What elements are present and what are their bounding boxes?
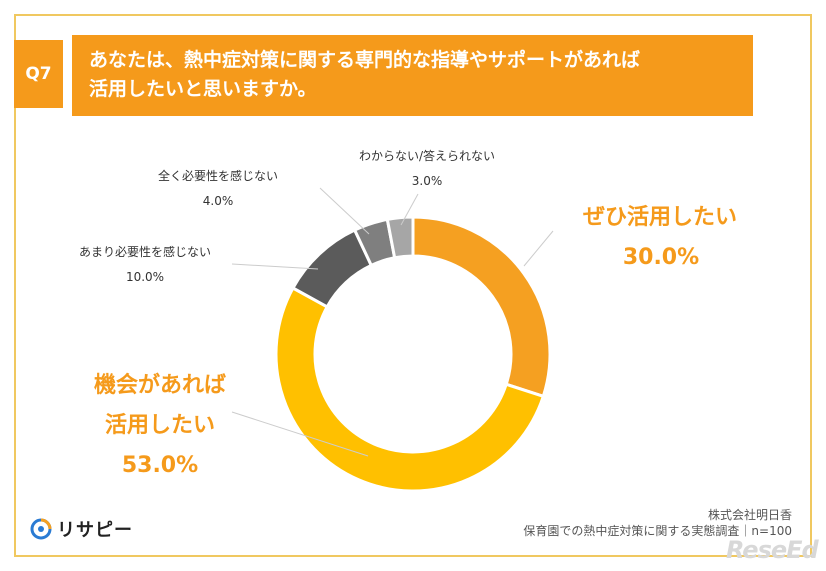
label-zehi: ぜひ活用したい bbox=[583, 205, 737, 230]
question-text-line1: あなたは、熱中症対策に関する専門的な指導やサポートがあれば bbox=[89, 49, 641, 71]
leader-lines bbox=[231, 187, 554, 457]
label-mattaku-pct: 4.0% bbox=[203, 194, 234, 208]
slide-frame bbox=[14, 14, 812, 557]
resed-watermark: ReseEd bbox=[726, 536, 819, 564]
leader-line-wakaranai bbox=[400, 193, 419, 226]
label-amari: あまり必要性を感じない bbox=[79, 244, 211, 259]
leader-line-amari bbox=[231, 263, 319, 270]
leader-line-zehi bbox=[523, 230, 554, 267]
leader-line-mattaku bbox=[319, 187, 370, 235]
question-header: あなたは、熱中症対策に関する専門的な指導やサポートがあれば 活用したいと思います… bbox=[72, 35, 753, 116]
label-kikai-line2: 活用したい bbox=[105, 413, 215, 438]
slice-kikai bbox=[274, 285, 546, 493]
slice-zehi bbox=[411, 215, 552, 399]
label-kikai-pct: 53.0% bbox=[122, 453, 198, 478]
risapy-logo-icon bbox=[30, 518, 52, 540]
question-number: Q7 bbox=[25, 64, 52, 84]
slice-wakaranai bbox=[385, 215, 415, 260]
label-mattaku: 全く必要性を感じない bbox=[158, 168, 278, 183]
label-wakaranai: わからない/答えられない bbox=[359, 148, 495, 163]
risapy-logo-text: リサピー bbox=[57, 520, 133, 541]
label-zehi-pct: 30.0% bbox=[623, 245, 699, 270]
question-text-line2: 活用したいと思いますか。 bbox=[89, 78, 317, 100]
leader-line-kikai bbox=[231, 411, 369, 457]
source-company: 株式会社明日香 bbox=[707, 508, 792, 522]
risapy-logo: リサピー bbox=[30, 516, 133, 542]
question-number-badge: Q7 bbox=[14, 40, 63, 108]
source-survey: 保育園での熱中症対策に関する実態調査｜n=100 bbox=[523, 524, 792, 538]
donut-slices bbox=[274, 215, 552, 493]
label-wakaranai-pct: 3.0% bbox=[412, 174, 443, 188]
label-kikai-line1: 機会があれば bbox=[94, 372, 226, 398]
source-note: 株式会社明日香 保育園での熱中症対策に関する実態調査｜n=100 bbox=[523, 507, 792, 539]
label-amari-pct: 10.0% bbox=[126, 270, 164, 284]
